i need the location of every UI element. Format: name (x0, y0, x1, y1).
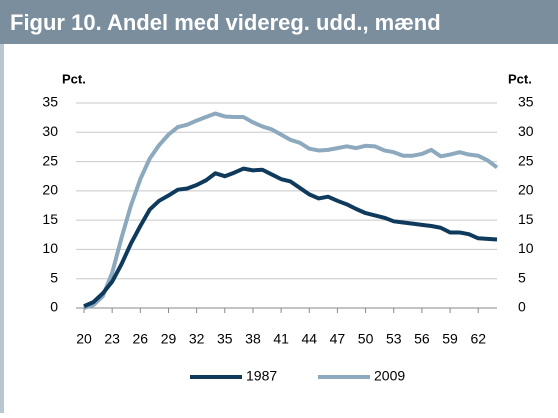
y-tick-label: 10 (42, 240, 58, 256)
x-tick-label: 53 (386, 331, 402, 347)
y2-axis-label: Pct. (508, 71, 532, 86)
y2-tick-label: 30 (518, 123, 534, 139)
y2-tick-label: 35 (518, 94, 534, 110)
x-tick-label: 44 (301, 331, 317, 347)
y-axis-label: Pct. (62, 71, 86, 86)
x-tick-label: 38 (245, 331, 261, 347)
x-tick-label: 62 (470, 331, 486, 347)
x-tick-label: 29 (161, 331, 177, 347)
x-tick-label: 26 (133, 331, 149, 347)
y2-tick-label: 20 (518, 182, 534, 198)
x-tick-label: 23 (104, 331, 120, 347)
y2-tick-label: 10 (518, 240, 534, 256)
y2-tick-label: 25 (518, 152, 534, 168)
title-bar (0, 0, 558, 44)
y-tick-label: 25 (42, 152, 58, 168)
series-line (83, 166, 498, 309)
x-tick-label: 35 (217, 331, 233, 347)
x-tick-label: 47 (330, 331, 346, 347)
y2-tick-label: 0 (518, 299, 526, 315)
x-tick-label: 56 (414, 331, 430, 347)
y-tick-label: 0 (50, 299, 58, 315)
chart-title: Figur 10. Andel med videreg. udd., mænd (10, 10, 441, 35)
y2-tick-label: 15 (518, 211, 534, 227)
series-line (83, 111, 499, 310)
legend-label: 1987 (246, 368, 277, 384)
x-tick-label: 20 (76, 331, 92, 347)
y-tick-label: 30 (42, 123, 58, 139)
x-tick-label: 32 (189, 331, 205, 347)
left-border (0, 44, 4, 413)
y-tick-label: 5 (50, 269, 58, 285)
y-tick-label: 35 (42, 94, 58, 110)
x-tick-label: 59 (442, 331, 458, 347)
y2-tick-label: 5 (518, 269, 526, 285)
x-tick-label: 50 (358, 331, 374, 347)
legend-label: 2009 (374, 368, 405, 384)
y-tick-label: 15 (42, 211, 58, 227)
y-tick-label: 20 (42, 182, 58, 198)
x-tick-label: 41 (273, 331, 289, 347)
